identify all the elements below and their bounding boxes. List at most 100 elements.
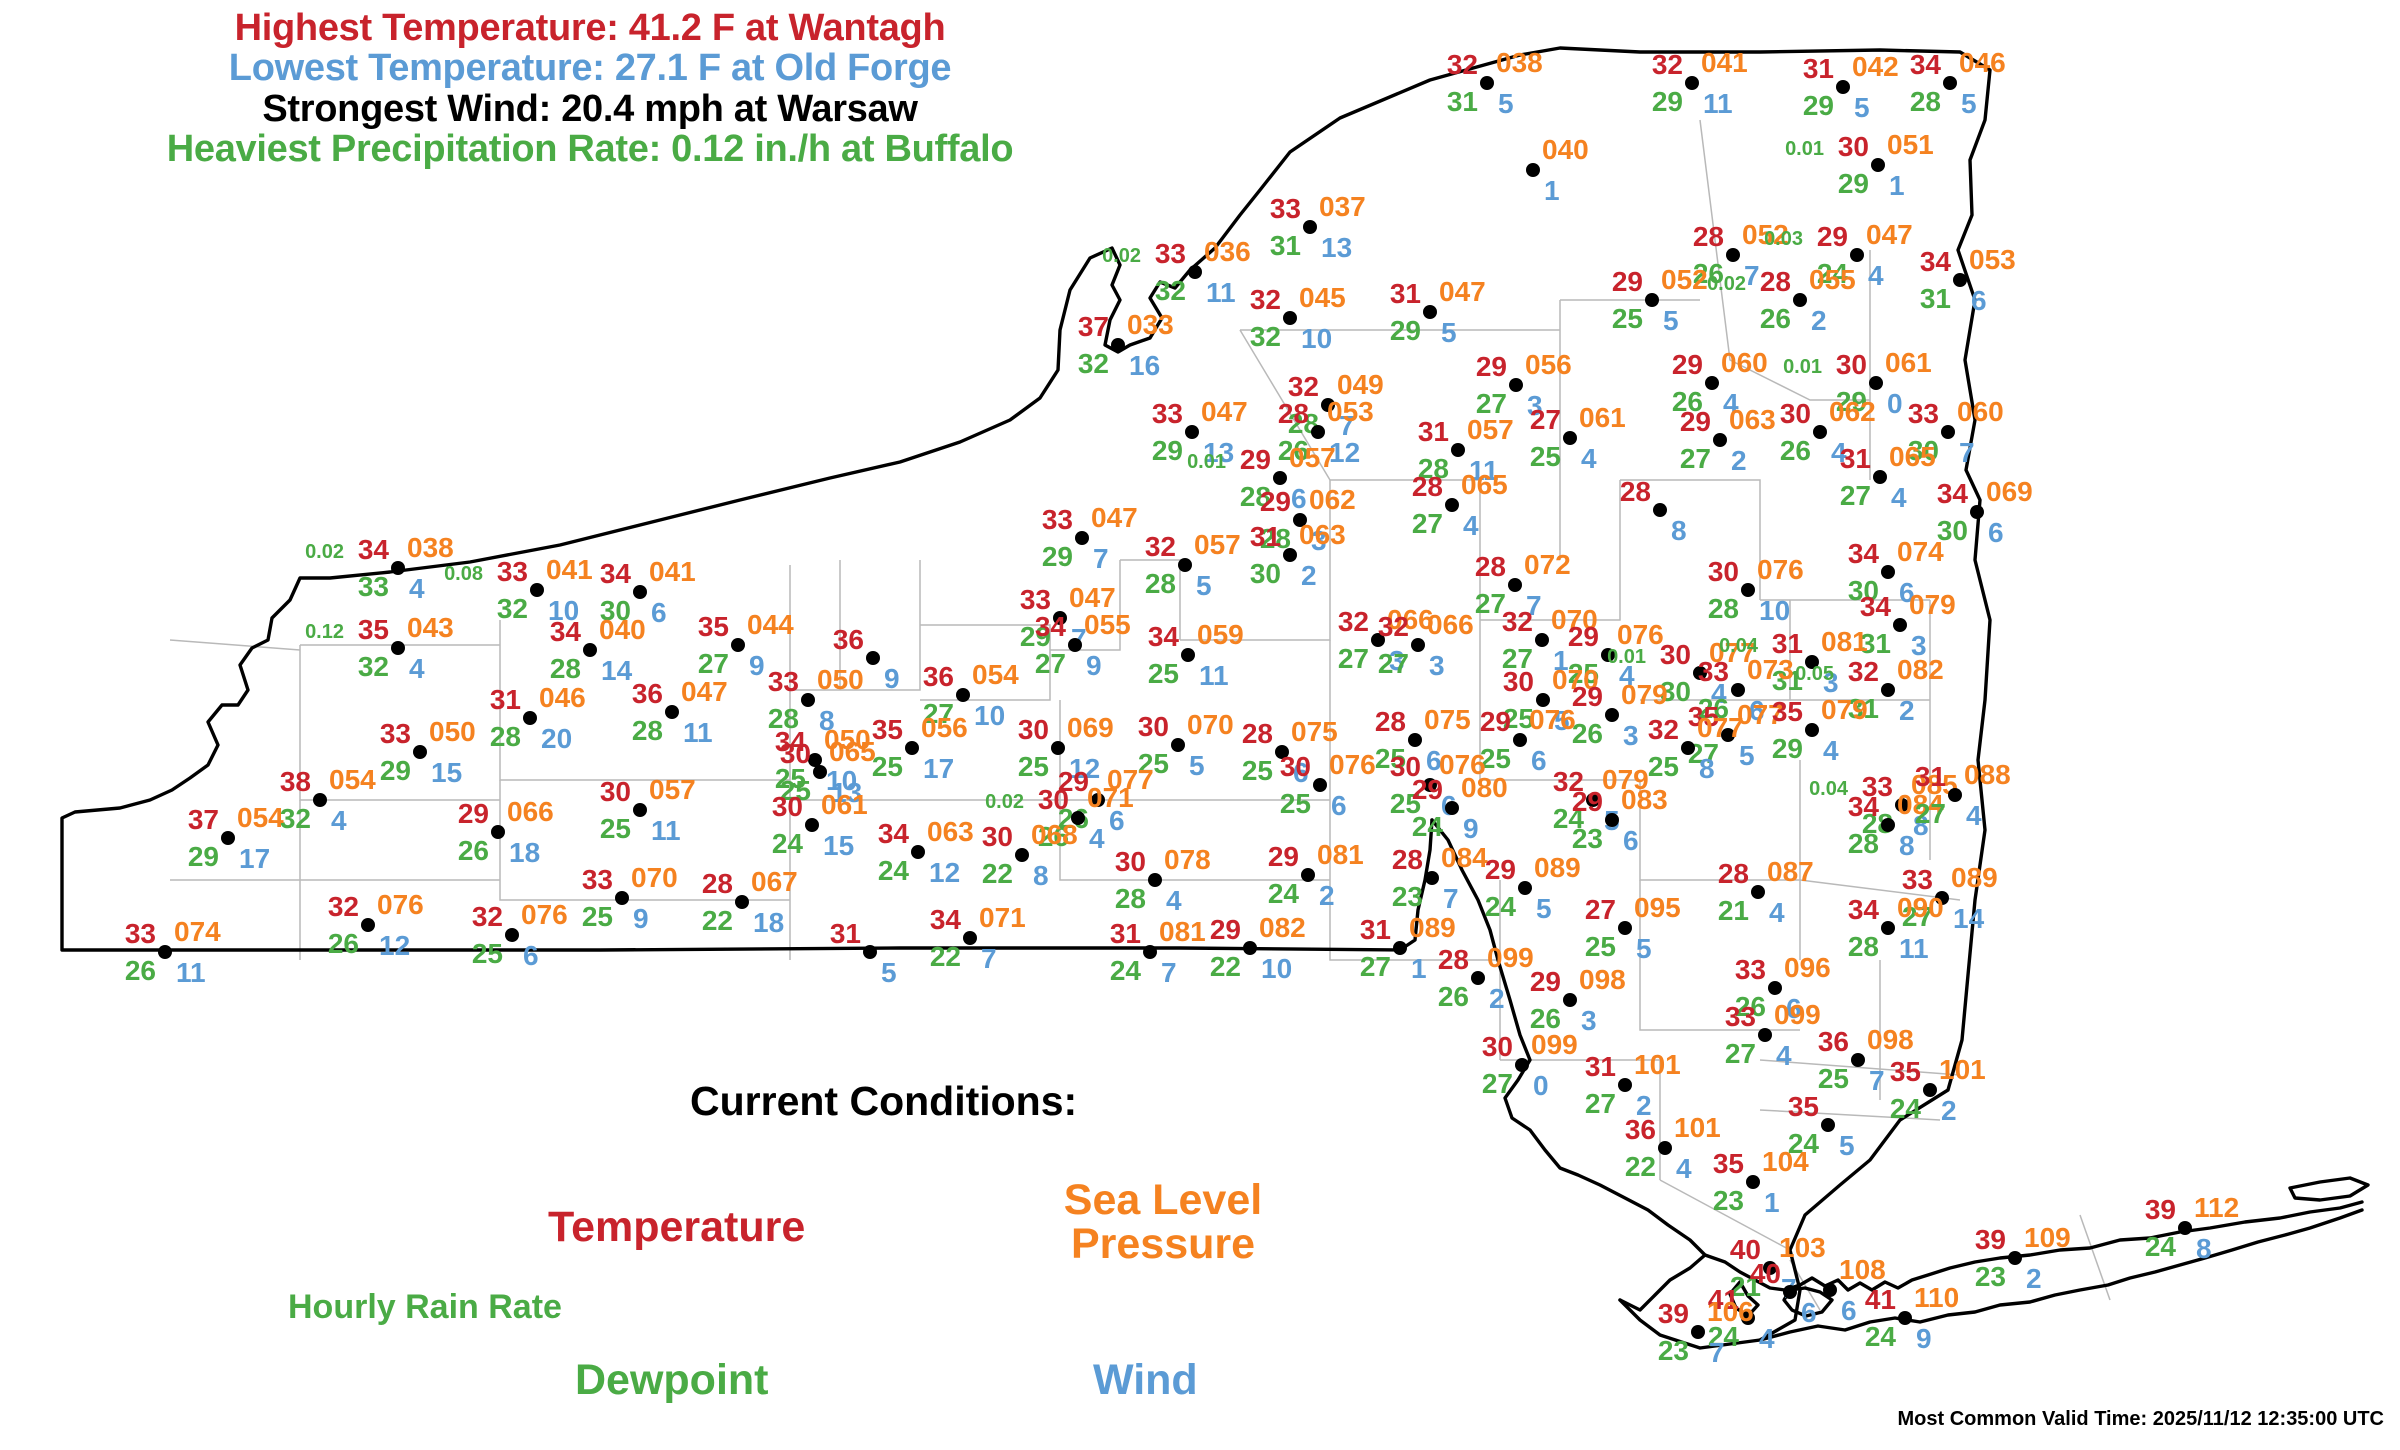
station-wind: 11 xyxy=(1206,277,1236,308)
station-temperature: 35 xyxy=(1889,1056,1921,1087)
station-sea-level-pressure: 052 xyxy=(1742,219,1789,250)
station-wind: 9 xyxy=(749,650,765,681)
station-sea-level-pressure: 047 xyxy=(1439,276,1486,307)
station-sea-level-pressure: 050 xyxy=(824,724,871,755)
station-sea-level-pressure: 112 xyxy=(2194,1192,2240,1223)
station-temperature: 32 xyxy=(1651,49,1683,80)
station-temperature: 31 xyxy=(1839,443,1871,474)
station-sea-level-pressure: 055 xyxy=(1084,609,1131,640)
station-sea-level-pressure: 060 xyxy=(1957,396,2004,427)
station-rain-rate: 0.02 xyxy=(305,541,344,563)
station-dot-icon xyxy=(731,638,745,652)
station-temperature: 30 xyxy=(1481,1031,1513,1062)
station-rain-rate: 0.01 xyxy=(1783,356,1822,378)
station-temperature: 34 xyxy=(1936,478,1968,509)
station-sea-level-pressure: 089 xyxy=(1951,862,1998,893)
station-sea-level-pressure: 053 xyxy=(1969,244,2016,275)
station-wind: 4 xyxy=(1759,1323,1775,1354)
station-dewpoint: 26 xyxy=(1037,821,1069,852)
station-dewpoint: 27 xyxy=(1584,1088,1616,1119)
station-dot-icon xyxy=(1881,565,1895,579)
station-dot-icon xyxy=(1148,873,1162,887)
station-sea-level-pressure: 076 xyxy=(1529,704,1576,735)
station-temperature: 27 xyxy=(1529,404,1561,435)
station-dot-icon xyxy=(1751,885,1765,899)
station-sea-level-pressure: 071 xyxy=(1087,782,1134,813)
station-sea-level-pressure: 041 xyxy=(649,556,696,587)
station-dot-icon xyxy=(911,845,925,859)
station-dot-icon xyxy=(1303,220,1317,234)
station-sea-level-pressure: 044 xyxy=(747,609,794,640)
station-sea-level-pressure: 055 xyxy=(1809,264,1856,295)
station-wind: 4 xyxy=(409,573,425,604)
station-dewpoint: 29 xyxy=(1041,541,1073,572)
station-wind: 1 xyxy=(1411,953,1427,984)
station-dot-icon xyxy=(1741,583,1755,597)
station-temperature: 28 xyxy=(1474,551,1506,582)
station-dot-icon xyxy=(633,803,647,817)
station-dewpoint: 26 xyxy=(1671,386,1703,417)
station-wind: 6 xyxy=(1109,805,1125,836)
lowest-temperature-line: Lowest Temperature: 27.1 F at Old Forge xyxy=(228,47,952,90)
station-wind: 3 xyxy=(1823,667,1839,698)
station-temperature: 36 xyxy=(1624,1114,1656,1145)
station-sea-level-pressure: 081 xyxy=(1821,626,1868,657)
station-dot-icon xyxy=(1731,683,1745,697)
station-dewpoint: 26 xyxy=(1759,303,1791,334)
station-dewpoint: 27 xyxy=(1034,648,1066,679)
summary-header: Highest Temperature: 41.2 F at Wantagh L… xyxy=(0,8,1180,169)
station-rain-rate: 0.01 xyxy=(1785,138,1824,160)
station-temperature: 30 xyxy=(1707,556,1739,587)
station-dewpoint: 28 xyxy=(1239,481,1271,512)
station-dot-icon xyxy=(1301,868,1315,882)
station-dot-icon xyxy=(813,765,827,779)
station-dot-icon xyxy=(1605,813,1619,827)
station-wind: 13 xyxy=(1203,437,1235,468)
station-temperature: 36 xyxy=(832,624,864,655)
station-sea-level-pressure: 108 xyxy=(1839,1254,1886,1285)
station-sea-level-pressure: 036 xyxy=(1204,236,1251,267)
station-temperature: 37 xyxy=(187,804,219,835)
station-dot-icon xyxy=(1068,638,1082,652)
station-temperature: 31 xyxy=(1359,914,1391,945)
station-sea-level-pressure: 099 xyxy=(1487,942,1534,973)
station-sea-level-pressure: 049 xyxy=(1337,369,1384,400)
station-dewpoint: 26 xyxy=(1779,435,1811,466)
station-dot-icon xyxy=(1693,666,1707,680)
station-temperature: 29 xyxy=(1239,444,1271,475)
station-dot-icon xyxy=(1895,798,1909,812)
station-dewpoint: 31 xyxy=(1919,283,1951,314)
station-dot-icon xyxy=(1893,618,1907,632)
station-dot-icon xyxy=(1243,941,1257,955)
station-dewpoint: 30 xyxy=(1847,575,1879,606)
station-dot-icon xyxy=(1283,548,1297,562)
station-sea-level-pressure: 065 xyxy=(1889,441,1936,472)
station-dewpoint: 25 xyxy=(599,813,631,844)
station-sea-level-pressure: 041 xyxy=(546,554,593,585)
station-dot-icon xyxy=(956,688,970,702)
station-wind: 2 xyxy=(1899,695,1915,726)
station-sea-level-pressure: 106 xyxy=(1707,1296,1754,1327)
station-dewpoint: 27 xyxy=(697,648,729,679)
station-temperature: 29 xyxy=(457,798,489,829)
station-dewpoint: 26 xyxy=(1692,258,1724,289)
station-wind: 12 xyxy=(1069,753,1101,784)
station-dewpoint: 28 xyxy=(1417,453,1449,484)
station-sea-level-pressure: 063 xyxy=(1299,519,1346,550)
station-dot-icon xyxy=(1563,993,1577,1007)
station-dot-icon xyxy=(313,793,327,807)
station-dewpoint: 30 xyxy=(599,595,631,626)
station-temperature: 30 xyxy=(1279,751,1311,782)
station-temperature: 28 xyxy=(1411,471,1443,502)
station-temperature: 32 xyxy=(1337,606,1369,637)
station-wind: 4 xyxy=(1166,885,1182,916)
station-dewpoint: 28 xyxy=(1707,593,1739,624)
station-dot-icon xyxy=(1721,728,1735,742)
station-dewpoint: 26 xyxy=(1697,693,1729,724)
station-dewpoint: 27 xyxy=(1501,643,1533,674)
station-sea-level-pressure: 060 xyxy=(1721,347,1768,378)
station-wind: 10 xyxy=(548,595,580,626)
station-temperature: 38 xyxy=(279,766,311,797)
station-sea-level-pressure: 065 xyxy=(829,736,876,767)
station-temperature: 35 xyxy=(697,611,729,642)
